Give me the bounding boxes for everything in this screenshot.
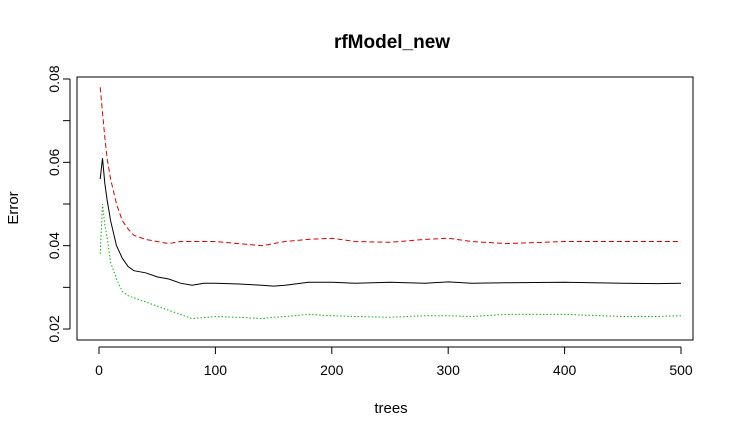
x-tick-label: 0 bbox=[95, 362, 103, 378]
plot-frame bbox=[76, 76, 694, 341]
x-tick-label: 100 bbox=[204, 362, 228, 378]
y-tick-label: 0.02 bbox=[46, 315, 62, 342]
x-tick-label: 500 bbox=[669, 362, 693, 378]
x-axis: 0 100 200 300 400 500 bbox=[95, 346, 693, 378]
series-line-2 bbox=[99, 87, 681, 247]
y-tick-label: 0.06 bbox=[46, 148, 62, 175]
chart-title: rfModel_new bbox=[334, 32, 450, 53]
y-tick-label: 0.04 bbox=[46, 232, 62, 259]
series-line-3 bbox=[99, 203, 682, 320]
series-layer bbox=[99, 87, 682, 320]
y-tick-label: 0.08 bbox=[46, 65, 62, 92]
series-line-1 bbox=[99, 158, 682, 287]
x-tick-label: 200 bbox=[320, 362, 344, 378]
y-axis: 0.02 0.04 0.06 0.08 bbox=[46, 65, 71, 343]
x-tick-label: 300 bbox=[437, 362, 461, 378]
y-axis-label: Error bbox=[5, 191, 22, 224]
x-tick-label: 400 bbox=[553, 362, 577, 378]
x-axis-label: trees bbox=[374, 400, 407, 417]
